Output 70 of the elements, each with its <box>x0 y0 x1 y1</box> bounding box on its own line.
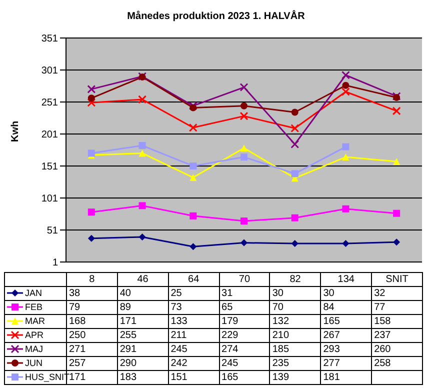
data-label: 65 <box>219 300 270 314</box>
data-label: 257 <box>66 356 118 370</box>
data-label: 132 <box>270 314 321 328</box>
legend-label: FEB <box>25 302 43 312</box>
data-label: 293 <box>320 342 372 356</box>
data-label: 290 <box>117 356 168 370</box>
data-label: 245 <box>219 356 270 370</box>
data-label: 38 <box>66 286 118 300</box>
y-tick-label: 151 <box>41 162 58 173</box>
data-label: 171 <box>117 314 168 328</box>
data-label: 258 <box>372 356 422 370</box>
y-tick-label: 1 <box>52 258 58 269</box>
data-label: 158 <box>372 314 422 328</box>
data-label: 179 <box>219 314 270 328</box>
data-label: 89 <box>117 300 168 314</box>
data-label: 277 <box>320 356 372 370</box>
data-label: 133 <box>168 314 220 328</box>
x-tick-label: 82 <box>270 272 321 286</box>
y-axis-title: Kwh <box>10 120 21 142</box>
data-label: 291 <box>117 342 168 356</box>
data-label: 274 <box>219 342 270 356</box>
data-label: 260 <box>372 342 422 356</box>
y-tick-label: 201 <box>41 130 58 141</box>
data-label: 40 <box>117 286 168 300</box>
data-label: 30 <box>320 286 372 300</box>
data-label: 79 <box>66 300 118 314</box>
legend-label: MAJ <box>25 344 43 354</box>
data-label: 185 <box>270 342 321 356</box>
data-label: 139 <box>270 370 321 384</box>
legend-label: APR <box>25 330 44 340</box>
data-label: 235 <box>270 356 321 370</box>
data-label: 31 <box>219 286 270 300</box>
data-label: 181 <box>320 370 372 384</box>
data-label: 70 <box>270 300 321 314</box>
data-label: 32 <box>372 286 422 300</box>
legend-label: JUN <box>25 358 42 368</box>
y-tick-label: 251 <box>41 98 58 109</box>
chart-title: Månedes produktion 2023 1. HALVÅR <box>126 9 306 24</box>
data-label: 151 <box>168 370 220 384</box>
x-tick-label: 70 <box>219 272 270 286</box>
x-tick-label: SNIT <box>372 272 422 286</box>
data-label: 165 <box>219 370 270 384</box>
y-tick-label: 301 <box>41 66 58 77</box>
data-label: 25 <box>168 286 220 300</box>
data-label: 165 <box>320 314 372 328</box>
y-tick-label: 351 <box>41 34 58 45</box>
data-label: 267 <box>320 328 372 342</box>
data-label: 77 <box>372 300 422 314</box>
data-label: 183 <box>117 370 168 384</box>
legend-label: JAN <box>25 288 42 298</box>
x-tick-label: 64 <box>168 272 220 286</box>
data-label: 73 <box>168 300 220 314</box>
data-label: 237 <box>372 328 422 342</box>
data-label: 168 <box>66 314 118 328</box>
y-tick-label: 101 <box>41 194 58 205</box>
y-tick-label: 51 <box>46 226 58 237</box>
data-label: 30 <box>270 286 321 300</box>
data-label: 211 <box>168 328 220 342</box>
data-label: 255 <box>117 328 168 342</box>
x-tick-label: 46 <box>117 272 168 286</box>
legend-label: MAR <box>25 316 45 326</box>
x-tick-label: 8 <box>66 272 118 286</box>
data-label: 84 <box>320 300 372 314</box>
data-label: 271 <box>66 342 118 356</box>
data-label: 242 <box>168 356 220 370</box>
data-label: 250 <box>66 328 118 342</box>
x-tick-label: 134 <box>320 272 372 286</box>
data-label: 245 <box>168 342 220 356</box>
data-label: 210 <box>270 328 321 342</box>
data-label: 229 <box>219 328 270 342</box>
